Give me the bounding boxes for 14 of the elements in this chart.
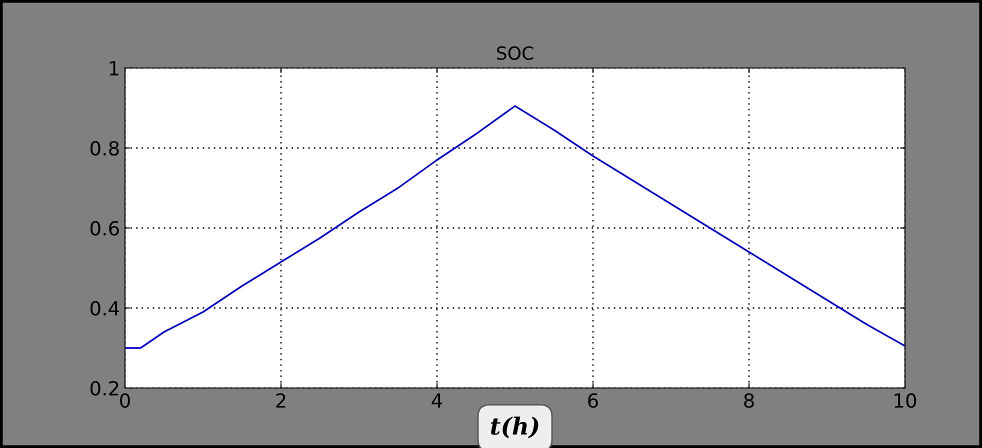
y-tick-label: 0.8: [90, 140, 119, 156]
y-tick-label: 0.6: [90, 220, 119, 236]
y-tick-label: 1: [110, 61, 118, 76]
y-tick-label: 0.2: [90, 380, 118, 396]
x-tick-label: 0: [120, 393, 130, 408]
x-tick-label: 6: [588, 393, 598, 408]
line-series: [125, 105, 905, 349]
x-tick-label: 10: [894, 393, 916, 408]
x-tick-label: 2: [276, 393, 286, 408]
y-tick-label: 0.4: [90, 300, 120, 316]
chart-title: SOC: [497, 46, 534, 60]
x-tick-label: 4: [432, 393, 442, 408]
x-tick-label: 8: [744, 393, 754, 408]
x-axis-title: t(h): [490, 416, 538, 438]
